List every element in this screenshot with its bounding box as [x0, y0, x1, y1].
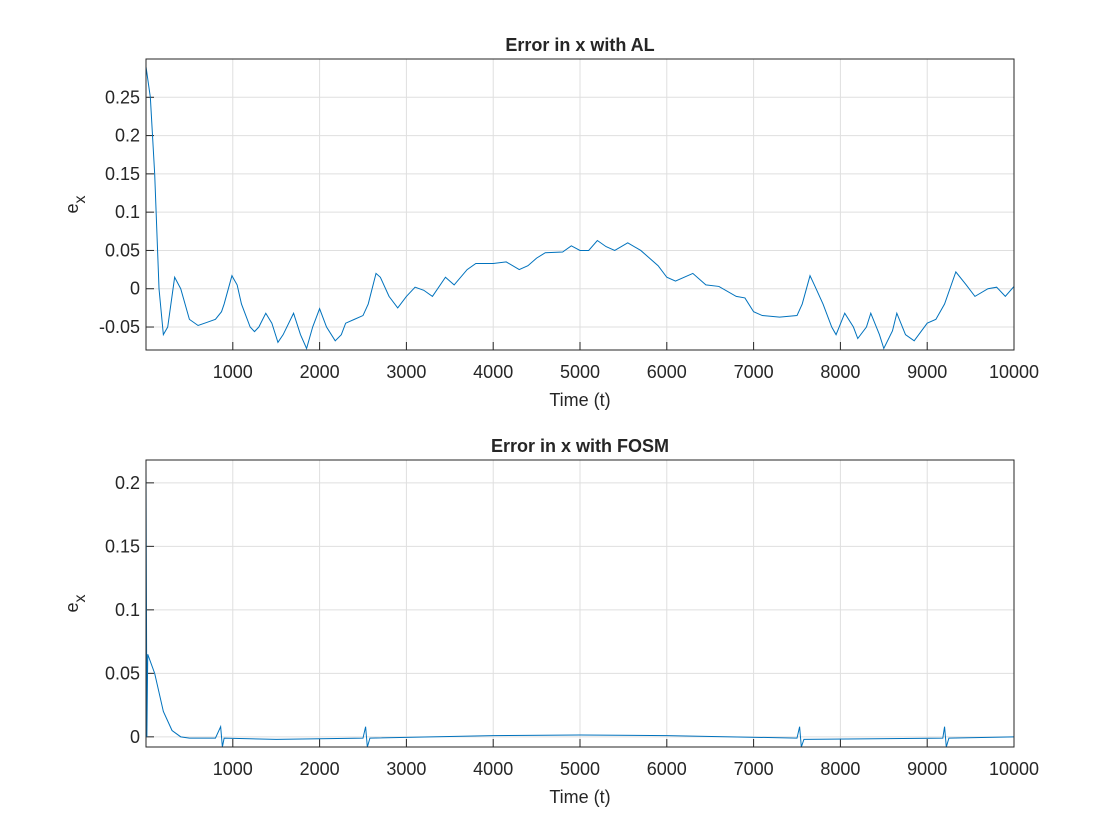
x-tick-label: 4000 — [473, 362, 513, 382]
chart-title: Error in x with AL — [505, 35, 654, 55]
chart-title: Error in x with FOSM — [491, 436, 669, 456]
x-tick-label: 10000 — [989, 759, 1039, 779]
x-axis-label: Time (t) — [549, 787, 610, 807]
axes-box — [145, 58, 1015, 351]
x-tick-label: 8000 — [820, 759, 860, 779]
x-tick-label: 10000 — [989, 362, 1039, 382]
y-tick-label: 0.15 — [105, 536, 140, 556]
y-tick-label: 0.1 — [115, 202, 140, 222]
x-tick-label: 7000 — [734, 362, 774, 382]
x-tick-label: 2000 — [300, 759, 340, 779]
x-tick-label: 4000 — [473, 759, 513, 779]
y-axis-label: ex — [62, 195, 89, 213]
y-axis-label-subscript: x — [72, 195, 89, 203]
x-tick-label: 1000 — [213, 759, 253, 779]
x-tick-label: 9000 — [907, 759, 947, 779]
y-tick-label: 0 — [130, 279, 140, 299]
x-tick-label: 7000 — [734, 759, 774, 779]
y-tick-label: 0.15 — [105, 164, 140, 184]
x-tick-label: 1000 — [213, 362, 253, 382]
y-axis-label-base: e — [62, 602, 82, 612]
y-tick-label: 0.05 — [105, 663, 140, 683]
data-line — [145, 66, 1015, 350]
y-tick-label: 0 — [130, 727, 140, 747]
x-tick-label: 3000 — [386, 362, 426, 382]
x-tick-label: 5000 — [560, 362, 600, 382]
x-tick-label: 6000 — [647, 759, 687, 779]
y-tick-label: 0.2 — [115, 473, 140, 493]
x-tick-label: 2000 — [300, 362, 340, 382]
x-tick-label: 8000 — [820, 362, 860, 382]
data-line — [145, 463, 1015, 748]
x-tick-label: 9000 — [907, 362, 947, 382]
y-tick-label: 0.05 — [105, 240, 140, 260]
x-tick-label: 5000 — [560, 759, 600, 779]
y-axis-label: ex — [62, 594, 89, 612]
x-tick-label: 6000 — [647, 362, 687, 382]
x-tick-label: 3000 — [386, 759, 426, 779]
y-tick-label: 0.2 — [115, 126, 140, 146]
axes-box — [145, 459, 1015, 748]
y-tick-label: 0.25 — [105, 87, 140, 107]
y-tick-label: 0.1 — [115, 600, 140, 620]
y-tick-label: -0.05 — [99, 317, 140, 337]
y-axis-label-base: e — [62, 203, 82, 213]
x-axis-label: Time (t) — [549, 390, 610, 410]
y-axis-label-subscript: x — [72, 594, 89, 602]
